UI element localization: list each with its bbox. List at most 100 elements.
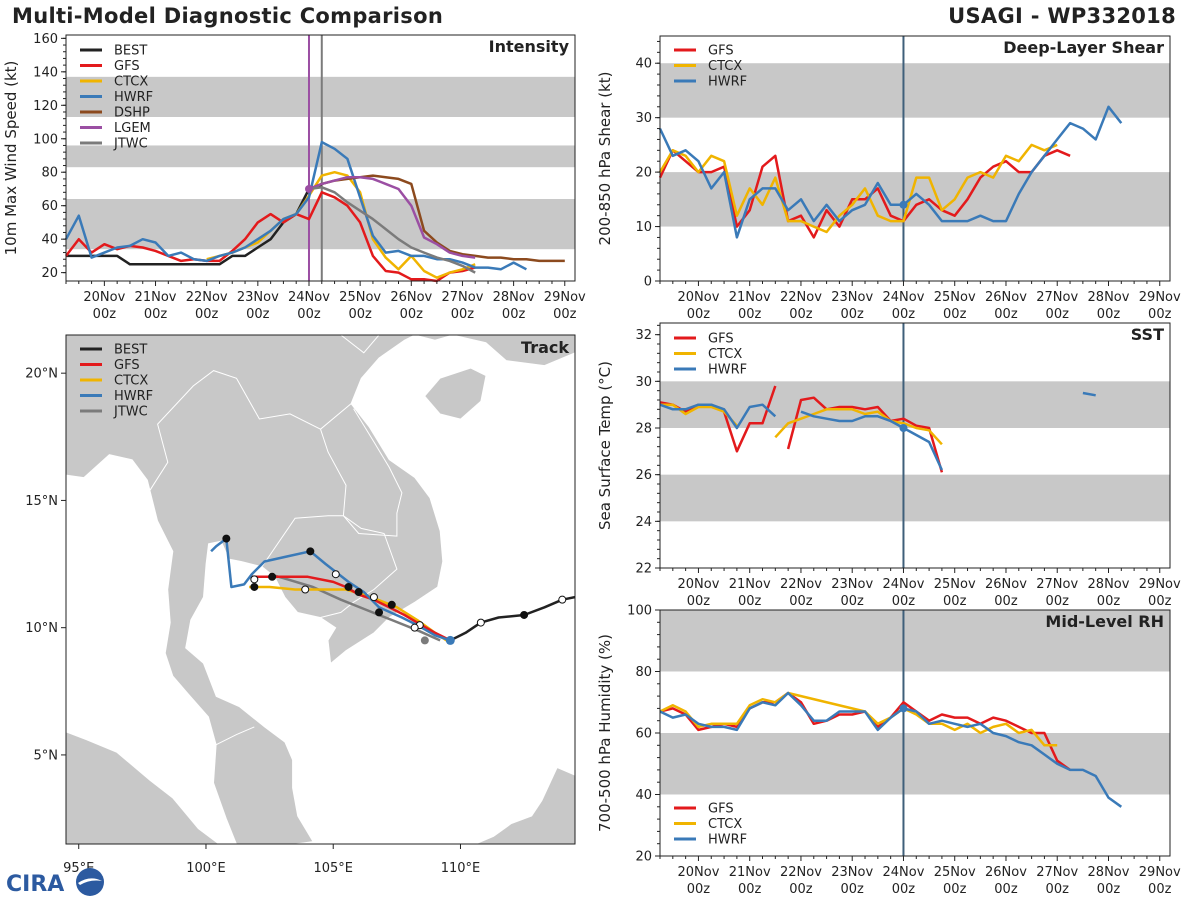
rh-x-tick-label: 22Nov [780,865,822,880]
figure-title-right: USAGI - WP332018 [948,4,1176,28]
rh-legend-label-hwrf: HWRF [708,833,747,848]
track-country-border [340,335,380,354]
intensity-y-tick-label: 120 [33,99,58,114]
rh-x-tick-label: 20Nov [677,865,719,880]
track-country-border [215,726,255,746]
sst-x-tick-label: 24Nov [883,577,925,592]
track-lon-label: 110°E [441,861,481,876]
shear-x-tick-label: 00z [1046,307,1070,322]
shear-y-tick-label: 30 [635,111,652,126]
cira-logo-swirl [78,878,102,885]
intensity-x-tick-label: 00z [348,307,372,322]
sst-x-tick-label: 00z [738,594,762,609]
sst-legend-label-hwrf: HWRF [708,363,747,378]
cira-logo: CIRA [6,868,104,897]
shear-legend-label-ctcx: CTCX [708,59,742,74]
rh-x-tick-label: 00z [738,882,762,897]
intensity-x-tick-label: 00z [502,307,526,322]
track-marker-filled [375,608,384,617]
track-frame [65,334,576,845]
shear-x-tick-label: 00z [892,307,916,322]
intensity-x-tick-label: 22Nov [186,290,228,305]
sst-x-tick-label: 00z [1097,594,1121,609]
track-marker-filled [250,582,259,591]
shear-y-tick-label: 20 [635,166,652,181]
intensity-y-tick-label: 140 [33,65,58,80]
shear-x-tick-label: 00z [687,307,711,322]
rh-x-tick-label: 00z [841,882,865,897]
track-country-border [149,370,321,491]
intensity-y-axis-label: 10m Max Wind Speed (kt) [2,61,20,256]
shear-x-tick-label: 00z [738,307,762,322]
shear-legend-label-gfs: GFS [708,44,734,59]
sst-x-tick-label: 00z [687,594,711,609]
shear-x-tick-label: 00z [841,307,865,322]
shear-frame [659,35,1171,282]
intensity-y-tick-label: 100 [33,132,58,147]
sst-x-tick-label: 26Nov [985,577,1027,592]
rh-x-tick-label: 00z [1046,882,1070,897]
rh-series-hwrf [659,691,1123,808]
intensity-series-jtwc [308,186,476,274]
shear-x-tick-label: 00z [994,307,1018,322]
track-legend-label-best: BEST [114,343,147,358]
intensity-legend-label-hwrf: HWRF [114,90,153,105]
intensity-y-tick-label: 40 [41,233,58,248]
intensity-panel-title: Intensity [489,37,570,56]
rh-x-tick-label: 29Nov [1139,865,1181,880]
shear-x-tick-label: 24Nov [883,290,925,305]
intensity-legend-label-dshp: DSHP [114,106,150,121]
sst-y-axis-label: Sea Surface Temp (°C) [596,361,614,530]
track-land [66,731,220,844]
sst-x-tick-label: 00z [1148,594,1172,609]
rh-x-tick-label: 00z [1097,882,1121,897]
track-map-area [66,335,575,844]
rh-x-tick-label: 24Nov [883,865,925,880]
track-land [475,767,575,844]
intensity-legend-label-jtwc: JTWC [113,137,148,152]
track-marker-filled [344,582,353,591]
track-legend-label-jtwc: JTWC [113,405,148,420]
shear-x-tick-label: 25Nov [934,290,976,305]
rh-y-tick-label: 40 [635,788,652,803]
intensity-series-ctcx [206,170,476,279]
track-country-border [319,403,403,537]
intensity-band [66,199,575,250]
intensity-x-tick-label: 21Nov [135,290,177,305]
track-lat-label: 10°N [25,621,58,636]
shear-band [660,63,1170,118]
shear-y-axis-label: 200-850 hPa Shear (kt) [596,72,614,246]
intensity-x-tick-label: 00z [144,307,168,322]
intensity-x-tick-label: 29Nov [544,290,586,305]
track-lat-label: 15°N [25,494,58,509]
sst-series-ctcx [660,403,738,427]
rh-x-tick-label: 00z [892,882,916,897]
intensity-frame [65,34,576,282]
shear-series-ctcx [658,143,1058,234]
rh-band [660,610,1170,672]
rh-x-tick-label: 00z [1148,882,1172,897]
rh-y-axis-label: 700-500 hPa Humidity (%) [596,634,614,832]
track-lat-label: 5°N [34,748,59,763]
rh-x-tick-label: 26Nov [985,865,1027,880]
cira-logo-globe [76,868,104,896]
track-panel-title: Track [521,338,569,357]
shear-x-tick-label: 21Nov [729,290,771,305]
intensity-x-tick-label: 00z [553,307,577,322]
shear-analysis-dot [899,200,908,209]
track-marker-open [301,585,310,594]
sst-y-tick-label: 22 [635,562,652,577]
sst-band [660,381,1170,428]
intensity-x-tick-label: 00z [93,307,117,322]
shear-panel: 20Nov 00z 21Nov 00z 22Nov 00z 23Nov 00z 24Nov 00z… [596,35,1181,322]
intensity-band [66,145,575,168]
sst-legend-label-gfs: GFS [708,332,734,347]
cira-logo-text: CIRA [6,872,64,897]
track-country-border [261,515,398,618]
intensity-panel: 20Nov 00z 21Nov 00z 22Nov 00z 23Nov 00z 24Nov 00z… [2,32,586,322]
rh-panel: 20Nov 00z 21Nov 00z 22Nov 00z 23Nov 00z 24Nov 00z… [596,604,1181,898]
intensity-legend-label-ctcx: CTCX [114,75,148,90]
sst-x-tick-label: 00z [841,594,865,609]
sst-series-hwrf [659,403,777,430]
